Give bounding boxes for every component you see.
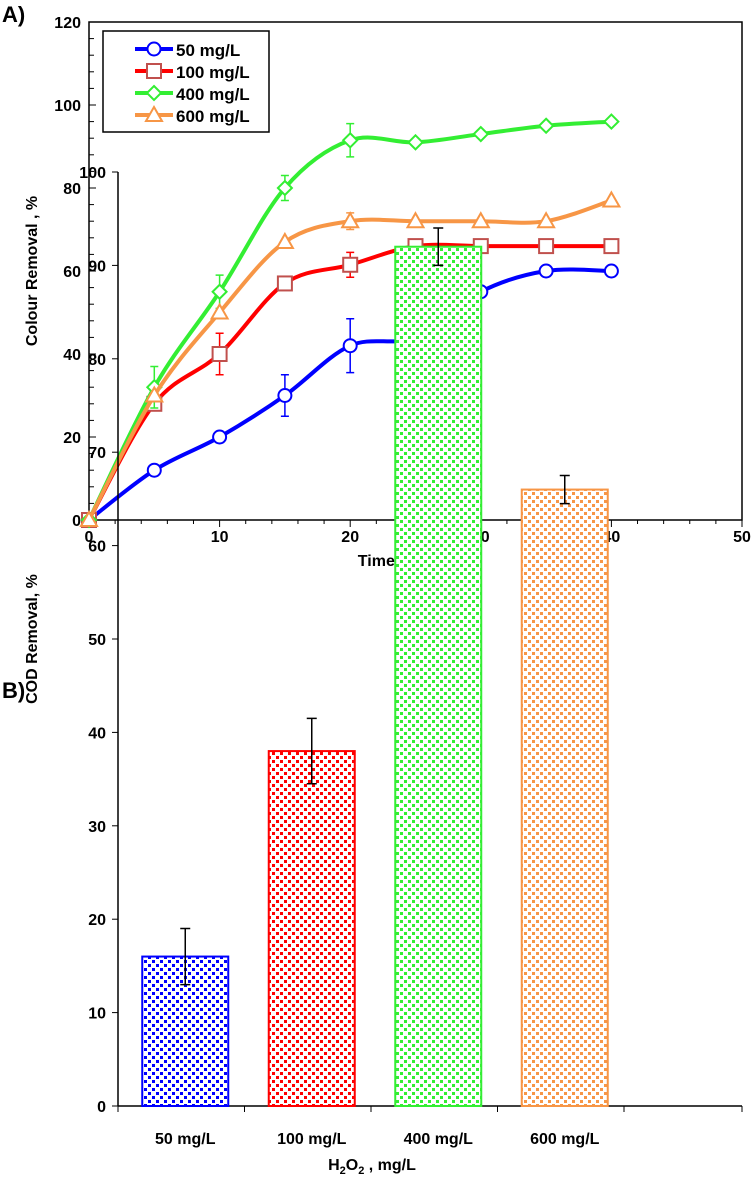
data-point [212, 429, 228, 445]
x-tick-label-a: 0 [85, 529, 94, 546]
x-axis-label-part: H [328, 1157, 340, 1174]
legend-marker [144, 104, 164, 122]
x-axis-label-part: , mg/L [364, 1157, 416, 1174]
y-tick-label-b: 30 [88, 819, 106, 836]
bar-600-mg-L [520, 488, 609, 1107]
y-tick-label-b: 10 [88, 1006, 106, 1023]
bar-100-mg-L [267, 750, 356, 1108]
y-axis-label-a: Colour Removal , % [24, 196, 41, 346]
y-tick-label-a: 60 [63, 264, 81, 281]
data-point [536, 211, 556, 229]
data-point [601, 190, 622, 208]
y-tick-label-a: 0 [72, 513, 81, 530]
data-point [209, 302, 230, 320]
y-tick-label-b: 0 [97, 1099, 106, 1116]
data-point [276, 179, 294, 197]
legend-marker [145, 84, 163, 102]
data-point [342, 256, 359, 273]
data-point [342, 338, 358, 354]
x-tick-label-a: 50 [733, 529, 751, 546]
data-point [146, 462, 162, 478]
data-point [603, 238, 620, 255]
x-tick-label-b: 50 mg/L [155, 1131, 216, 1148]
data-point [537, 117, 555, 135]
data-point [211, 283, 229, 301]
y-tick-label-a: 40 [63, 347, 81, 364]
y-tick-label-b: 80 [88, 352, 106, 369]
x-axis-label-part: 2 [358, 1165, 364, 1177]
y-tick-label-b: 60 [88, 539, 106, 556]
data-point [407, 133, 424, 151]
data-point [340, 211, 360, 229]
series-line [87, 242, 612, 521]
data-point [277, 388, 293, 403]
y-tick-label-b: 100 [79, 165, 106, 182]
error-bar [559, 474, 570, 505]
data-point [144, 385, 165, 403]
x-tick-label-b: 600 mg/L [530, 1131, 600, 1148]
x-tick-label-a: 10 [211, 529, 229, 546]
x-axis-label-part: O [346, 1157, 358, 1174]
legend-label: 100 mg/L [176, 63, 250, 82]
series-line [87, 267, 612, 522]
y-tick-label-b: 50 [88, 632, 106, 649]
x-axis-label-b: H2O2 , mg/L [328, 1157, 416, 1177]
y-tick-label-b: 20 [88, 912, 106, 929]
data-point [602, 113, 620, 131]
error-bar [433, 227, 444, 267]
data-point [405, 211, 426, 229]
data-point [538, 263, 554, 279]
y-tick-label-a: 20 [63, 430, 81, 447]
data-point [472, 125, 490, 143]
error-bar [306, 717, 317, 785]
legend-marker [146, 63, 162, 79]
y-tick-label-a: 120 [54, 15, 81, 32]
data-point [341, 131, 359, 149]
series-50-mg-L [81, 263, 619, 528]
panel-label-b: B) [2, 678, 25, 703]
x-axis-label-part: 2 [340, 1165, 346, 1177]
y-tick-label-a: 100 [54, 98, 81, 115]
x-tick-label-b: 100 mg/L [277, 1131, 347, 1148]
legend-label: 50 mg/L [176, 41, 240, 60]
error-bar [180, 927, 191, 986]
x-tick-label-a: 20 [341, 529, 359, 546]
x-tick-label-b: 400 mg/L [404, 1131, 474, 1148]
y-tick-label-b: 90 [88, 258, 106, 275]
y-axis-label-b: COD Removal, % [24, 574, 41, 704]
bar-400-mg-L [394, 245, 483, 1108]
y-tick-label-a: 80 [63, 181, 81, 198]
legend-label: 400 mg/L [176, 85, 250, 104]
data-point [276, 275, 293, 292]
data-point [471, 211, 491, 229]
data-point [603, 263, 619, 279]
legend-marker [146, 41, 162, 57]
data-point [211, 346, 228, 362]
data-point [275, 231, 295, 249]
legend-box [102, 30, 270, 133]
legend-label: 600 mg/L [176, 107, 250, 126]
series-line [87, 198, 613, 521]
legend-a: 50 mg/L 100 mg/L 400 mg/L 600 mg/L [102, 30, 270, 133]
data-point [538, 238, 555, 255]
y-tick-label-b: 70 [88, 445, 106, 462]
series-600-mg-L [79, 190, 622, 527]
data-point [79, 509, 99, 527]
panel-label-a: A) [2, 2, 25, 27]
y-tick-label-b: 40 [88, 725, 106, 742]
